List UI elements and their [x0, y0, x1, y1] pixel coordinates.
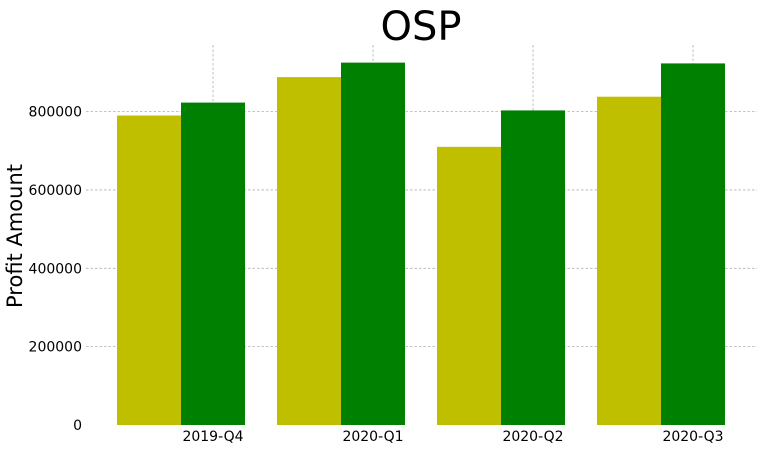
- bar-series-2-2020-Q3: [661, 63, 725, 425]
- bar-series-1-2020-Q2: [437, 146, 501, 426]
- y-tick-label: 400000: [29, 261, 82, 277]
- x-axis-ticks: 2019-Q4 2020-Q1 2020-Q2 2020-Q3: [182, 429, 723, 445]
- y-tick-label: 800000: [29, 105, 82, 121]
- bar-series-1-2020-Q1: [277, 77, 341, 425]
- x-tick-label: 2020-Q2: [502, 429, 563, 445]
- y-axis-ticks: 0 200000 400000 600000 800000: [29, 105, 82, 434]
- y-axis-label: Profit Amount: [3, 164, 27, 308]
- y-tick-label: 0: [73, 418, 82, 434]
- x-tick-label: 2019-Q4: [182, 429, 243, 445]
- bar-series-2-2019-Q4: [181, 102, 245, 425]
- x-tick-label: 2020-Q3: [662, 429, 723, 445]
- bar-series-1-2020-Q3: [597, 96, 661, 426]
- chart-title: OSP: [381, 4, 462, 50]
- bars: [117, 62, 725, 426]
- x-tick-label: 2020-Q1: [342, 429, 403, 445]
- y-tick-label: 200000: [29, 340, 82, 356]
- bar-series-2-2020-Q1: [341, 62, 405, 425]
- bar-series-2-2020-Q2: [501, 110, 565, 426]
- y-tick-label: 600000: [29, 183, 82, 199]
- bar-series-1-2019-Q4: [117, 115, 181, 425]
